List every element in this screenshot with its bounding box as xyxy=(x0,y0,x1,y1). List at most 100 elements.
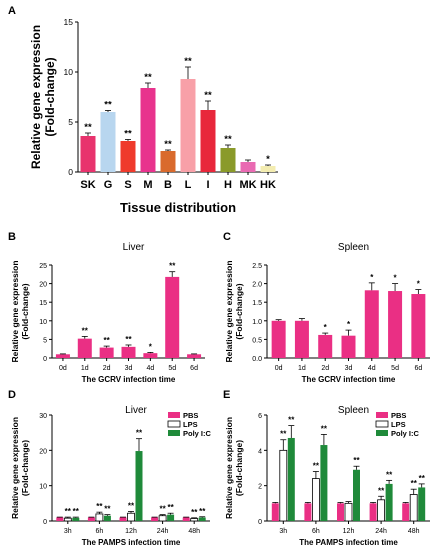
significance-mark: ** xyxy=(204,90,212,101)
x-tick-label: 0d xyxy=(275,365,283,372)
bar xyxy=(100,112,116,172)
bar xyxy=(121,346,136,358)
significance-mark: ** xyxy=(353,456,360,465)
y-axis-title: Relative gene expression(Fold-change) xyxy=(224,260,244,362)
panel-title: Liver xyxy=(125,405,147,416)
bar xyxy=(344,502,353,522)
significance-mark: ** xyxy=(224,134,232,145)
significance-mark: * xyxy=(394,274,398,283)
legend-swatch xyxy=(168,430,180,436)
panel-b: B 0 5 10 15 20 25 Relative gene expression(Fold… xyxy=(8,231,205,384)
panel-title: Liver xyxy=(123,242,145,253)
bar xyxy=(151,517,159,521)
bar xyxy=(167,514,175,521)
y-axis-title: Relative gene expression(Fold-change) xyxy=(29,25,57,169)
y-axis-title: Relative gene expression(Fold-change) xyxy=(10,260,30,362)
x-tick-label: 3h xyxy=(279,528,287,535)
x-tick-label: 12h xyxy=(125,528,137,535)
significance-mark: ** xyxy=(136,429,143,438)
x-tick-label: 24h xyxy=(157,528,169,535)
bar xyxy=(95,513,104,522)
x-tick-label: 12h xyxy=(343,528,355,535)
significance-mark: ** xyxy=(199,507,206,516)
y-tick-label: 15 xyxy=(39,300,47,307)
y-axis-title: Relative gene expression(Fold-change) xyxy=(10,417,30,519)
significance-mark: ** xyxy=(84,122,92,133)
y-tick-label: 0.5 xyxy=(252,337,262,344)
x-tick-label: 3d xyxy=(125,365,133,372)
y-tick-label: 2 xyxy=(258,484,262,491)
panel-c: C 0.0 0.5 1.0 1.5 2.0 2.5 Relative gene express… xyxy=(223,231,430,384)
bar xyxy=(72,517,80,521)
x-tick-label: HK xyxy=(260,179,276,191)
bar xyxy=(220,148,236,172)
legend-label: Poly I:C xyxy=(183,429,212,438)
panel-title: Spleen xyxy=(338,242,369,253)
y-tick-label: 6 xyxy=(258,413,262,420)
significance-mark: ** xyxy=(321,424,328,433)
legend-swatch xyxy=(167,420,181,428)
x-tick-label: 48h xyxy=(408,528,420,535)
y-tick-label: 10 xyxy=(39,484,47,491)
legend-swatch xyxy=(376,412,388,418)
x-axis-title: The PAMPS infection time xyxy=(299,538,398,547)
bar xyxy=(190,518,199,522)
legend-label: LPS xyxy=(183,420,198,429)
x-tick-label: M xyxy=(143,179,152,191)
bar xyxy=(135,451,143,521)
legend-label: Poly I:C xyxy=(391,429,420,438)
bar xyxy=(165,276,180,358)
bar xyxy=(341,335,356,358)
y-tick-label: 10 xyxy=(64,67,74,77)
bar xyxy=(120,141,136,172)
bar xyxy=(287,437,295,521)
x-axis-title: The PAMPS infection time xyxy=(82,538,181,547)
significance-mark: * xyxy=(266,154,270,165)
y-tick-label: 10 xyxy=(39,319,47,326)
significance-mark: ** xyxy=(128,501,135,510)
significance-mark: * xyxy=(417,280,421,289)
bar xyxy=(87,517,95,521)
x-tick-label: MK xyxy=(239,179,256,191)
y-tick-label: 30 xyxy=(39,413,47,420)
bar xyxy=(271,503,279,521)
significance-mark: ** xyxy=(144,72,152,83)
y-axis-title: Relative gene expression(Fold-change) xyxy=(224,417,244,519)
x-tick-label: 5d xyxy=(168,365,176,372)
legend-label: PBS xyxy=(183,411,198,420)
bar xyxy=(240,162,256,172)
bar xyxy=(385,483,393,521)
x-tick-label: 4d xyxy=(368,365,376,372)
significance-mark: ** xyxy=(82,326,89,335)
significance-mark: ** xyxy=(386,470,393,479)
bar xyxy=(364,290,379,358)
significance-mark: ** xyxy=(73,507,80,516)
bar xyxy=(388,291,403,358)
bar xyxy=(320,445,328,521)
x-tick-label: 6h xyxy=(312,528,320,535)
bar xyxy=(200,110,216,172)
x-axis-title: The GCRV infection time xyxy=(302,375,396,384)
legend-label: PBS xyxy=(391,411,406,420)
panel-a: A 0 5 10 15 Relative gene expression(Fold-cha… xyxy=(8,5,278,215)
x-tick-label: B xyxy=(164,179,172,191)
x-tick-label: 6d xyxy=(414,365,422,372)
bar xyxy=(369,503,377,521)
legend-swatch xyxy=(375,420,389,428)
bar xyxy=(198,517,206,521)
y-tick-label: 1.5 xyxy=(252,300,262,307)
y-tick-label: 2.5 xyxy=(252,263,262,270)
significance-mark: ** xyxy=(96,502,103,511)
panel-e: E 0 2 4 6 Relative gene expression(Fold-chang… xyxy=(223,389,430,547)
y-tick-label: 2.0 xyxy=(252,282,262,289)
y-tick-label: 15 xyxy=(64,17,74,27)
significance-mark: ** xyxy=(280,430,287,439)
bar xyxy=(80,136,96,172)
significance-mark: ** xyxy=(104,336,111,345)
bar xyxy=(127,512,135,522)
bar xyxy=(77,338,92,358)
bar xyxy=(99,347,114,358)
legend-label: LPS xyxy=(391,420,406,429)
bar xyxy=(271,320,286,358)
